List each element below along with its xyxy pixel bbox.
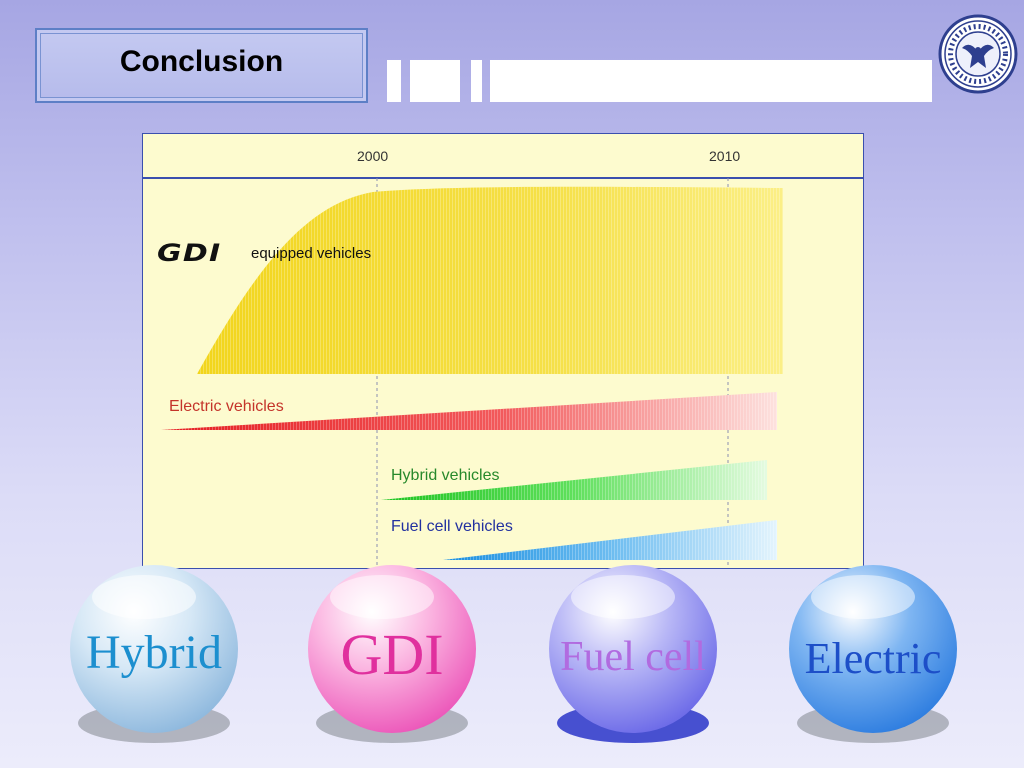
header-bar-2	[410, 60, 460, 102]
sphere-electric-graphic	[789, 565, 957, 743]
roadmap-graphics	[143, 177, 863, 568]
tick-2000: 2000	[357, 148, 389, 164]
header-bar-4	[490, 60, 932, 102]
electric-label: Electric vehicles	[169, 398, 284, 415]
sphere-hybrid-graphic	[70, 565, 238, 743]
sphere-fuelcell: Fuel cell	[545, 563, 721, 753]
technology-roadmap-diagram: 2000 2010 GDI equipped vehicles Electric…	[142, 133, 864, 569]
sphere-hybrid: Hybrid	[66, 563, 242, 753]
fuelcell-label: Fuel cell vehicles	[391, 518, 513, 535]
sphere-gdi: GDI	[304, 563, 480, 753]
sphere-gdi-graphic	[308, 565, 476, 743]
header-bar-1	[387, 60, 401, 102]
gdi-label: equipped vehicles	[251, 245, 372, 262]
university-seal-icon	[938, 14, 1018, 94]
hybrid-label: Hybrid vehicles	[391, 467, 500, 484]
slide-title: Conclusion	[119, 44, 284, 78]
tick-2010: 2010	[709, 148, 741, 164]
sphere-fuelcell-graphic	[549, 565, 717, 743]
sphere-electric: Electric	[785, 563, 961, 753]
header-bar-3	[471, 60, 482, 102]
gdi-logo-text: GDI	[157, 239, 222, 267]
slide-title-box: Conclusion	[35, 28, 368, 103]
